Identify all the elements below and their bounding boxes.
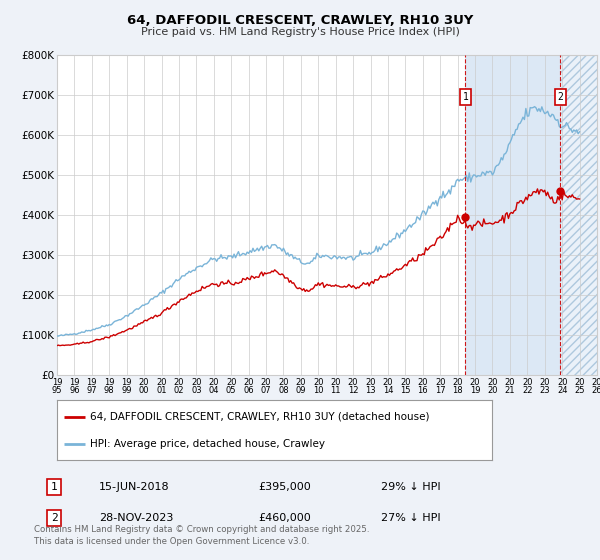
Text: 1: 1	[463, 92, 469, 102]
Text: Contains HM Land Registry data © Crown copyright and database right 2025.
This d: Contains HM Land Registry data © Crown c…	[34, 525, 370, 546]
Text: Price paid vs. HM Land Registry's House Price Index (HPI): Price paid vs. HM Land Registry's House …	[140, 27, 460, 37]
Text: 2: 2	[50, 513, 58, 523]
Text: 29% ↓ HPI: 29% ↓ HPI	[381, 482, 440, 492]
Text: 2: 2	[557, 92, 563, 102]
Text: HPI: Average price, detached house, Crawley: HPI: Average price, detached house, Craw…	[89, 439, 325, 449]
Text: 27% ↓ HPI: 27% ↓ HPI	[381, 513, 440, 523]
Text: 1: 1	[50, 482, 58, 492]
Bar	[560, 55, 597, 375]
Text: £460,000: £460,000	[258, 513, 311, 523]
Text: 64, DAFFODIL CRESCENT, CRAWLEY, RH10 3UY: 64, DAFFODIL CRESCENT, CRAWLEY, RH10 3UY	[127, 14, 473, 27]
Bar	[560, 55, 597, 375]
Bar	[466, 55, 560, 375]
Text: 28-NOV-2023: 28-NOV-2023	[99, 513, 173, 523]
Text: 64, DAFFODIL CRESCENT, CRAWLEY, RH10 3UY (detached house): 64, DAFFODIL CRESCENT, CRAWLEY, RH10 3UY…	[89, 412, 429, 422]
Text: £395,000: £395,000	[258, 482, 311, 492]
Text: 15-JUN-2018: 15-JUN-2018	[99, 482, 170, 492]
